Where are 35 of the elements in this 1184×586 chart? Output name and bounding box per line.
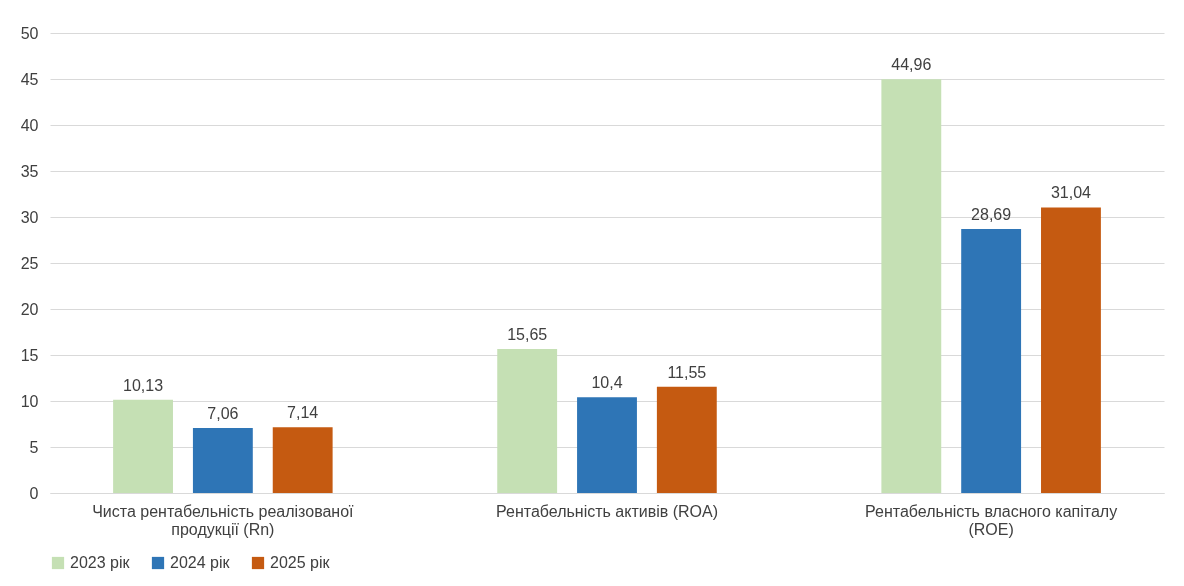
data-label: 28,69 — [971, 206, 1012, 224]
bar — [113, 399, 173, 493]
y-tick-label: 45 — [20, 70, 39, 88]
legend-label: 2025 рік — [270, 554, 331, 571]
bar — [272, 427, 333, 493]
data-label: 7,14 — [287, 404, 319, 422]
bar — [577, 397, 637, 493]
y-tick-label: 20 — [20, 300, 39, 318]
y-tick-label: 35 — [20, 162, 39, 180]
y-tick-label: 10 — [20, 392, 39, 410]
bar — [497, 349, 558, 493]
data-label: 10,13 — [123, 376, 164, 394]
data-label: 31,04 — [1050, 184, 1092, 202]
bar — [192, 428, 253, 493]
legend-label: 2023 рік — [70, 554, 131, 571]
bar — [881, 79, 942, 493]
x-tick-label: Рентабельність активів (ROA) — [496, 502, 718, 520]
bar — [961, 229, 1022, 493]
data-label: 15,65 — [507, 326, 548, 344]
y-tick-label: 5 — [29, 438, 39, 456]
y-tick-label: 0 — [29, 484, 39, 502]
y-tick-label: 25 — [20, 254, 39, 272]
x-tick-label: Рентабельність власного капіталу (ROE) — [865, 502, 1118, 538]
x-tick-label: Чиста рентабельність реалізованої продукції (Rn) — [92, 502, 355, 538]
y-tick-label: 40 — [20, 116, 39, 134]
legend-label: 2024 рік — [170, 554, 231, 571]
y-tick-label: 30 — [20, 208, 39, 226]
data-label: 10,4 — [591, 374, 623, 392]
y-tick-label: 15 — [20, 346, 39, 364]
data-label: 11,55 — [667, 363, 707, 381]
data-label: 44,96 — [891, 56, 932, 74]
bar — [1041, 207, 1101, 493]
y-tick-label: 50 — [20, 24, 39, 42]
data-label: 7,06 — [207, 405, 239, 423]
bar — [656, 386, 717, 493]
